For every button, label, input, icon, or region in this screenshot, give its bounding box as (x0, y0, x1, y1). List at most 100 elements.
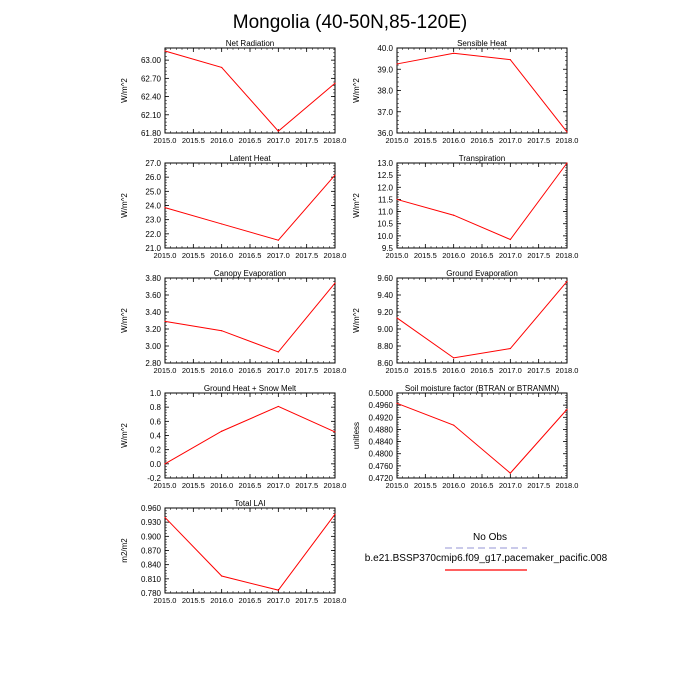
y-tick-label: 25.0 (145, 187, 161, 196)
data-point (453, 357, 455, 359)
x-tick-label: 2015.0 (154, 481, 177, 490)
data-point (164, 463, 166, 465)
data-point (277, 589, 279, 591)
panel-title: Latent Heat (229, 154, 271, 163)
y-tick-label: 0.4800 (369, 450, 394, 459)
data-point (221, 575, 223, 577)
data-point (509, 59, 511, 61)
data-point (453, 424, 455, 426)
y-tick-label: 9.00 (377, 325, 393, 334)
y-tick-label: 3.60 (145, 291, 161, 300)
data-point (396, 198, 398, 201)
y-tick-label: 9.5 (382, 244, 394, 253)
x-tick-label: 2016.5 (239, 481, 262, 490)
series-line (396, 281, 568, 359)
legend-label-no-obs: No Obs (473, 532, 507, 543)
y-tick-label: 0.2 (150, 446, 162, 455)
x-tick-label: 2015.5 (414, 366, 437, 375)
x-tick-label: 2018.0 (556, 481, 579, 490)
x-tick-label: 2015.0 (154, 366, 177, 375)
data-point (277, 239, 279, 241)
x-tick-label: 2015.5 (414, 251, 437, 260)
y-tick-label: 9.40 (377, 291, 393, 300)
x-tick-label: 2017.0 (499, 481, 522, 490)
data-point (334, 513, 336, 515)
y-axis-label: W/m^2 (120, 423, 129, 448)
x-tick-label: 2015.0 (154, 136, 177, 145)
x-tick-label: 2016.0 (210, 481, 233, 490)
y-axis-label: m2/m2 (120, 538, 129, 563)
data-point (221, 66, 223, 69)
x-tick-label: 2016.5 (471, 251, 494, 260)
data-point (164, 516, 166, 519)
y-tick-label: 3.80 (145, 274, 161, 283)
y-axis-label: W/m^2 (352, 193, 361, 218)
y-tick-label: 3.40 (145, 308, 161, 317)
x-tick-label: 2015.5 (182, 251, 205, 260)
y-tick-label: 10.0 (377, 232, 393, 241)
legend-label-run: b.e21.BSSP370cmip6.f09_g17.pacemaker_pac… (365, 553, 608, 564)
series-line (396, 162, 568, 241)
x-tick-label: 2015.5 (182, 481, 205, 490)
y-tick-label: 62.10 (141, 111, 162, 120)
y-tick-label: 12.5 (377, 171, 393, 180)
chart-panel-2: Sensible Heat W/m^2 2015.0 2015.5 2016.0 2016… (352, 39, 578, 145)
chart-panel-8: Soil moisture factor (BTRAN or BTRANMN) u… (352, 384, 578, 490)
data-point (396, 317, 398, 319)
x-tick-label: 2016.0 (442, 251, 465, 260)
x-tick-label: 2017.0 (499, 366, 522, 375)
data-point (396, 63, 398, 65)
series-line (164, 174, 336, 241)
x-tick-label: 2016.0 (442, 481, 465, 490)
y-tick-label: 11.5 (378, 195, 394, 204)
data-point (164, 207, 166, 209)
x-tick-label: 2017.5 (295, 136, 318, 145)
chart-panel-9: Total LAI m2/m2 2015.0 2015.5 2016.0 2016.5 20… (120, 499, 346, 605)
x-tick-label: 2015.0 (386, 136, 409, 145)
data-point (334, 431, 336, 433)
y-tick-label: 3.20 (145, 325, 161, 334)
y-tick-label: 0.930 (141, 518, 162, 527)
y-axis-label: W/m^2 (120, 308, 129, 333)
y-tick-label: 12.0 (377, 183, 393, 192)
x-tick-label: 2016.5 (471, 366, 494, 375)
y-tick-label: 27.0 (145, 159, 161, 168)
data-point (453, 52, 455, 54)
series-line (164, 282, 336, 353)
y-tick-label: 0.780 (141, 589, 162, 598)
x-tick-label: 2017.5 (295, 366, 318, 375)
panels-group: Net Radiation W/m^2 2015.0 2015.5 2016.0 2016… (120, 39, 578, 605)
x-tick-label: 2018.0 (324, 366, 347, 375)
x-tick-label: 2018.0 (324, 596, 347, 605)
x-tick-label: 2017.5 (527, 481, 550, 490)
y-tick-label: 2.80 (145, 359, 161, 368)
x-tick-label: 2017.5 (527, 366, 550, 375)
panel-title: Sensible Heat (457, 39, 508, 48)
series-line (164, 50, 336, 132)
y-tick-label: 62.40 (141, 93, 162, 102)
y-axis-label: unitless (352, 422, 361, 449)
data-point (566, 162, 568, 164)
y-tick-label: 21.0 (145, 244, 161, 253)
x-tick-label: 2016.0 (442, 136, 465, 145)
data-point (277, 130, 279, 132)
y-tick-label: 24.0 (145, 202, 161, 211)
y-tick-label: 10.5 (377, 220, 393, 229)
y-axis-label: W/m^2 (120, 193, 129, 218)
y-tick-label: -0.2 (147, 474, 161, 483)
y-tick-label: 9.60 (377, 274, 393, 283)
data-point (509, 238, 511, 241)
chart-panel-6: Ground Evaporation W/m^2 2015.0 2015.5 2016.… (352, 269, 578, 375)
panel-title: Total LAI (234, 499, 265, 508)
x-tick-label: 2017.0 (267, 481, 290, 490)
data-point (221, 430, 223, 432)
x-tick-label: 2016.5 (239, 251, 262, 260)
y-tick-label: 0.4920 (369, 413, 394, 422)
x-tick-label: 2015.5 (182, 136, 205, 145)
y-tick-label: 0.810 (141, 575, 162, 584)
chart-panel-7: Ground Heat + Snow Melt W/m^2 2015.0 2015.5… (120, 384, 346, 490)
y-tick-label: 13.0 (377, 159, 393, 168)
x-tick-label: 2018.0 (556, 136, 579, 145)
